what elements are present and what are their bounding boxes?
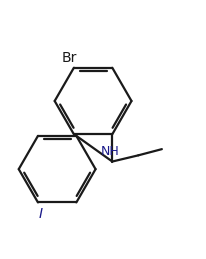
Text: Br: Br xyxy=(61,51,77,65)
Text: I: I xyxy=(38,207,42,221)
Text: NH: NH xyxy=(101,145,120,158)
